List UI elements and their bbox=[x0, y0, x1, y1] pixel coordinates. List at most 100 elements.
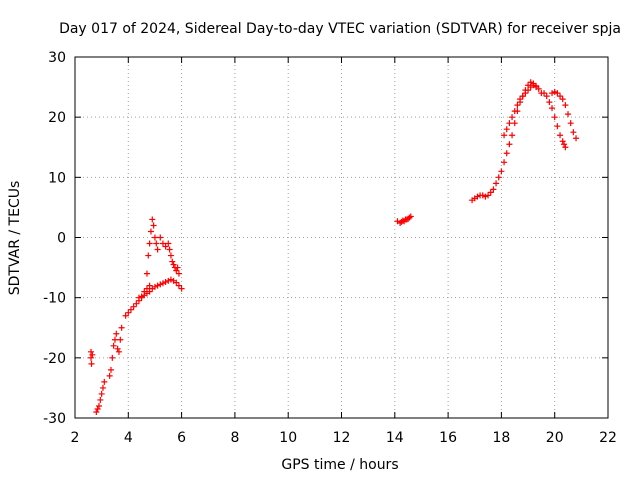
data-point bbox=[503, 150, 510, 157]
data-point bbox=[110, 342, 117, 349]
data-point bbox=[89, 351, 96, 358]
data-point bbox=[170, 261, 177, 268]
x-tick-label: 2 bbox=[71, 430, 80, 446]
data-point bbox=[93, 408, 100, 415]
data-point bbox=[570, 129, 577, 136]
data-point bbox=[114, 345, 121, 352]
data-point bbox=[167, 252, 174, 259]
data-point bbox=[559, 138, 566, 145]
data-point bbox=[169, 258, 176, 265]
x-tick-label: 8 bbox=[230, 430, 239, 446]
series-spike-branch bbox=[143, 216, 182, 277]
x-tick-label: 20 bbox=[546, 430, 564, 446]
data-point bbox=[138, 293, 145, 300]
data-point bbox=[514, 102, 521, 109]
data-point bbox=[147, 228, 154, 235]
data-point bbox=[511, 120, 518, 127]
data-point bbox=[151, 234, 158, 241]
data-point bbox=[150, 222, 157, 229]
data-point bbox=[487, 189, 494, 196]
series-lower-branch bbox=[135, 276, 185, 301]
data-point bbox=[111, 336, 118, 343]
data-point bbox=[146, 240, 153, 247]
data-point bbox=[94, 405, 101, 412]
axis-ticks: 2 4 6 8 10 12 14 16 18 20 22 -30 -20 -10 0 10 20 30 bbox=[43, 50, 617, 446]
y-tick-label: -20 bbox=[43, 351, 66, 367]
data-point bbox=[406, 214, 413, 221]
data-point bbox=[543, 93, 550, 100]
data-point bbox=[154, 246, 161, 253]
x-tick-label: 16 bbox=[439, 430, 457, 446]
data-point bbox=[399, 217, 406, 224]
data-point bbox=[97, 396, 104, 403]
data-point bbox=[549, 90, 556, 97]
data-point bbox=[130, 303, 137, 310]
data-point bbox=[113, 330, 120, 337]
data-point bbox=[167, 276, 174, 283]
data-point bbox=[501, 132, 508, 139]
data-point bbox=[174, 264, 181, 271]
data-point bbox=[173, 279, 180, 286]
data-point bbox=[567, 120, 574, 127]
data-point bbox=[562, 102, 569, 109]
data-point bbox=[109, 354, 116, 361]
data-point bbox=[573, 135, 580, 142]
data-point bbox=[522, 90, 529, 97]
data-point bbox=[87, 348, 94, 355]
data-point bbox=[165, 277, 172, 284]
x-axis-label: GPS time / hours bbox=[281, 457, 398, 473]
y-axis-label: SDTVAR / TECUs bbox=[7, 181, 23, 296]
data-point bbox=[479, 192, 486, 199]
data-point bbox=[511, 108, 518, 115]
data-point bbox=[506, 120, 513, 127]
data-point bbox=[117, 336, 124, 343]
data-point bbox=[146, 282, 153, 289]
data-point bbox=[533, 84, 540, 91]
data-point bbox=[495, 174, 502, 181]
data-point bbox=[175, 282, 182, 289]
data-point bbox=[157, 281, 164, 288]
data-point bbox=[159, 280, 166, 287]
series-rising-early bbox=[93, 282, 153, 415]
data-point bbox=[562, 144, 569, 151]
data-point bbox=[106, 372, 113, 379]
grid bbox=[75, 57, 608, 418]
data-point bbox=[99, 384, 106, 391]
data-point bbox=[157, 234, 164, 241]
data-point bbox=[154, 282, 161, 289]
y-tick-label: 0 bbox=[57, 231, 66, 247]
data-point bbox=[557, 93, 564, 100]
x-tick-label: 14 bbox=[386, 430, 404, 446]
x-tick-label: 6 bbox=[177, 430, 186, 446]
data-point bbox=[517, 96, 524, 103]
plot-frame bbox=[74, 56, 609, 419]
data-point bbox=[133, 300, 140, 307]
data-point bbox=[525, 87, 532, 94]
series-late-fall-a bbox=[541, 90, 569, 151]
data-point bbox=[565, 111, 572, 118]
x-tick-label: 12 bbox=[333, 430, 351, 446]
data-point bbox=[153, 240, 160, 247]
x-tick-label: 22 bbox=[599, 430, 617, 446]
data-point bbox=[561, 141, 568, 148]
data-point bbox=[159, 240, 166, 247]
data-point bbox=[95, 402, 102, 409]
data-point bbox=[146, 288, 153, 295]
y-tick-label: 20 bbox=[48, 110, 66, 126]
series-late-fall-b bbox=[549, 88, 580, 142]
data-point bbox=[175, 270, 182, 277]
data-point bbox=[143, 270, 150, 277]
series-isolated-early bbox=[87, 348, 96, 367]
series-mid-cluster bbox=[394, 213, 414, 227]
data-point bbox=[107, 366, 114, 373]
data-point bbox=[485, 192, 492, 199]
data-point bbox=[162, 279, 169, 286]
data-points bbox=[87, 79, 580, 415]
data-point bbox=[506, 141, 513, 148]
data-point bbox=[474, 193, 481, 200]
data-point bbox=[115, 348, 122, 355]
x-tick-label: 10 bbox=[279, 430, 297, 446]
data-point bbox=[101, 378, 108, 385]
data-point bbox=[162, 243, 169, 250]
